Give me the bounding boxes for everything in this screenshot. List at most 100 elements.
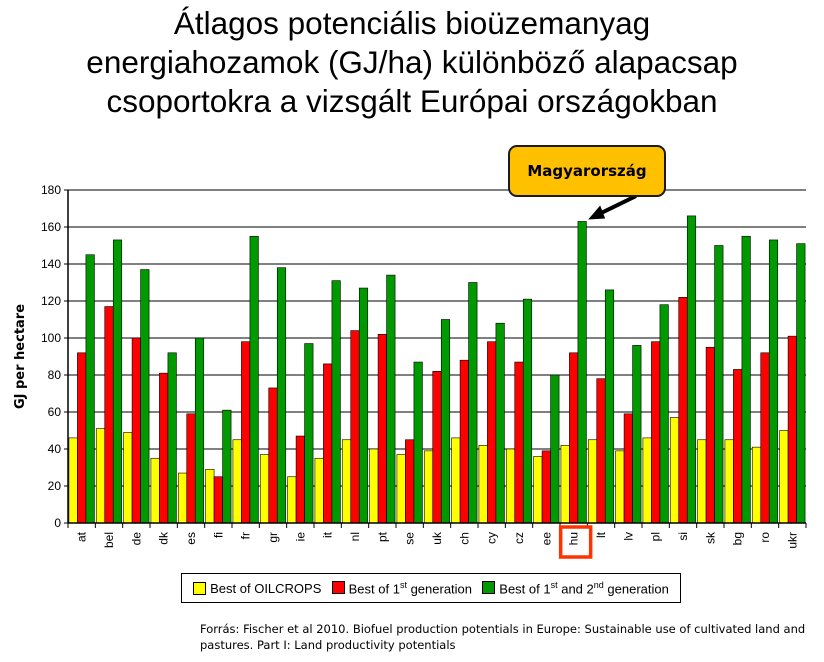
bar-hu-series-3 (577, 221, 587, 524)
bar-bel-series-3 (112, 239, 123, 524)
bar-lt-series-2 (596, 378, 606, 524)
title-line-2: energiahozamok (GJ/ha) különböző alapacs… (86, 44, 738, 80)
x-tick-label-bel: bel (102, 532, 116, 548)
x-tick-label-cz: cz (512, 532, 526, 544)
x-tick-label-nl: nl (348, 532, 362, 541)
source-note: Forrás: Fischer et al 2010. Biofuel prod… (200, 622, 806, 652)
bar-hu-series-2 (569, 352, 579, 524)
x-tick-label-si: si (676, 532, 690, 541)
bar-lt-series-1 (587, 439, 598, 524)
x-tick-label-cy: cy (485, 532, 499, 544)
callout-arrow-shaft (595, 194, 637, 218)
legend-swatch-oilcrops (193, 581, 207, 595)
bar-fi-series-3 (222, 409, 232, 524)
bar-cz-series-1 (505, 448, 516, 524)
bar-es-series-3 (194, 337, 205, 524)
bar-sk-series-3 (714, 245, 724, 524)
x-tick-label-hu: hu (567, 532, 581, 545)
x-tick-label-pt: pt (375, 531, 389, 542)
bar-pt-series-2 (377, 333, 387, 524)
bar-sk-series-1 (697, 439, 707, 524)
x-tick-label-it: it (321, 531, 335, 538)
bar-nl-series-2 (350, 330, 360, 524)
bar-ee-series-2 (541, 450, 551, 524)
bar-de-series-3 (140, 269, 150, 524)
legend-item-first-gen: Best of 1st generation (331, 580, 472, 596)
y-axis-title: GJ per hectare (13, 304, 28, 409)
y-tick-label: 20 (48, 479, 62, 493)
bar-ukr-series-2 (787, 335, 797, 524)
legend-label-oilcrops: Best of OILCROPS (210, 580, 322, 596)
bar-bg-series-2 (733, 369, 743, 524)
x-tick-label-at: at (75, 531, 89, 542)
y-tick-label: 60 (48, 405, 62, 419)
bar-uk-series-3 (440, 319, 451, 524)
x-tick-label-ie: ie (293, 532, 307, 542)
bar-ie-series-3 (304, 343, 314, 524)
bar-lt-series-3 (604, 289, 615, 524)
bar-fi-series-2 (213, 476, 223, 524)
x-tick-label-pl: pl (649, 532, 663, 541)
bar-cz-series-2 (514, 361, 524, 524)
callout-label: Magyarország (527, 162, 647, 180)
x-tick-label-ukr: ukr (785, 532, 799, 549)
bar-pl-series-3 (659, 304, 669, 524)
x-tick-label-lt: lt (594, 531, 608, 538)
bar-se-series-1 (396, 454, 406, 524)
y-tick-label: 140 (41, 257, 61, 271)
x-tick-label-fi: fi (211, 532, 225, 538)
bar-gr-series-3 (276, 267, 287, 524)
hungary-callout: Magyarország (508, 145, 666, 197)
bar-cz-series-3 (522, 298, 533, 524)
bar-lv-series-3 (632, 345, 642, 524)
bar-ro-series-1 (751, 446, 762, 524)
bar-at-series-1 (68, 437, 78, 524)
bar-ro-series-2 (760, 352, 770, 524)
bar-nl-series-1 (341, 439, 352, 524)
bar-gr-series-1 (259, 454, 270, 524)
bar-it-series-3 (331, 280, 341, 524)
bar-cy-series-2 (487, 341, 497, 524)
bar-cy-series-1 (478, 444, 488, 524)
bar-nl-series-3 (358, 287, 369, 524)
bar-ie-series-2 (295, 435, 305, 524)
bar-uk-series-1 (423, 450, 434, 524)
y-tick-label: 40 (48, 442, 62, 456)
bar-fr-series-1 (232, 439, 242, 524)
legend-item-first-second-gen: Best of 1st and 2nd generation (482, 580, 669, 596)
x-tick-label-ro: ro (758, 532, 772, 543)
bar-es-series-2 (186, 413, 196, 524)
bar-pl-series-1 (642, 437, 652, 524)
y-tick-label: 160 (41, 220, 61, 234)
legend-swatch-first-gen (331, 581, 345, 595)
bar-gr-series-2 (268, 387, 278, 524)
x-tick-label-se: se (403, 532, 417, 545)
bar-si-series-1 (669, 417, 680, 524)
x-tick-label-uk: uk (430, 531, 444, 545)
bar-si-series-2 (678, 296, 688, 524)
y-tick-label: 100 (41, 331, 61, 345)
bar-ee-series-1 (533, 456, 543, 524)
bar-ch-series-1 (451, 437, 461, 524)
bar-de-series-2 (131, 337, 141, 524)
bar-si-series-3 (686, 215, 697, 524)
y-tick-label: 80 (48, 368, 62, 382)
bar-uk-series-2 (432, 370, 442, 524)
bar-es-series-1 (177, 472, 188, 524)
bar-ro-series-3 (768, 239, 779, 524)
bar-dk-series-3 (167, 352, 177, 524)
bar-pl-series-2 (651, 341, 661, 524)
bar-bg-series-1 (724, 439, 734, 524)
bar-sk-series-2 (705, 346, 715, 524)
bar-ee-series-3 (550, 374, 560, 524)
bar-lv-series-2 (623, 413, 633, 524)
bar-fr-series-3 (249, 235, 259, 524)
bar-pt-series-3 (386, 274, 396, 524)
x-tick-label-de: de (129, 532, 143, 546)
y-tick-label: 120 (41, 294, 61, 308)
bar-se-series-2 (405, 439, 415, 524)
bar-bel-series-1 (95, 428, 106, 524)
title-line-1: Átlagos potenciális bioüzemanyag (173, 5, 651, 41)
bar-fi-series-1 (205, 469, 215, 524)
